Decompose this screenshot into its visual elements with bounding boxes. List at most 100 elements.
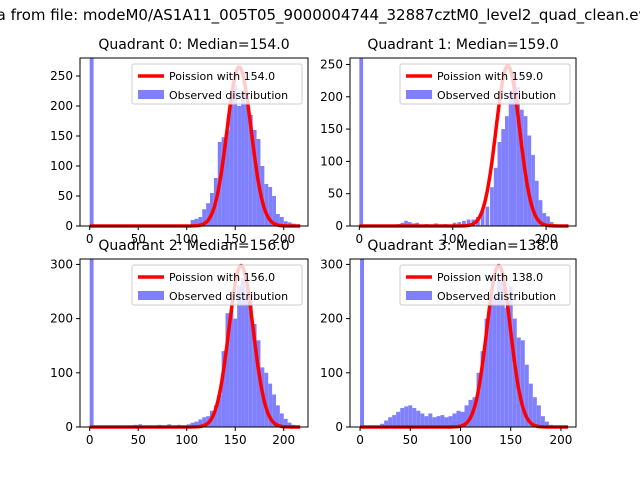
histogram-bar (532, 397, 537, 427)
histogram-bar (538, 200, 543, 226)
legend-box (399, 63, 571, 105)
x-tick-label: 50 (131, 232, 146, 246)
histogram-bar (519, 109, 524, 226)
histogram-bar (416, 410, 421, 427)
histogram-bar (272, 196, 276, 226)
histogram-bar (512, 74, 517, 227)
quadrant-1-title: Quadrant 1: Median=159.0 (367, 37, 558, 53)
legend-label-poisson: Poission with 138.0 (437, 271, 543, 284)
legend-label-observed: Observed distribution (169, 290, 288, 303)
legend-label-poisson: Poission with 156.0 (169, 271, 275, 284)
x-tick-label: 100 (175, 232, 198, 246)
histogram-bar (217, 394, 222, 427)
y-tick-label: 150 (320, 122, 343, 136)
histogram-bar (404, 220, 408, 226)
histogram-bar (287, 422, 292, 427)
histogram-bar (194, 421, 199, 427)
legend-box (131, 63, 303, 105)
histogram-bar (464, 405, 469, 427)
y-tick-label: 300 (50, 257, 73, 271)
y-tick-label: 200 (320, 312, 343, 326)
y-tick-label: 300 (320, 257, 343, 271)
legend-label-observed: Observed distribution (437, 290, 556, 303)
histogram-bar (520, 340, 525, 427)
histogram-bar (221, 137, 226, 226)
y-tick-label: 50 (328, 187, 343, 201)
histogram-bar (536, 405, 541, 427)
histogram-bar (225, 313, 230, 427)
histogram-bar (493, 167, 498, 226)
x-tick-label: 150 (224, 433, 247, 447)
histogram-bar (497, 142, 502, 226)
quadrant-2-title: Quadrant 2: Median=156.0 (98, 238, 289, 254)
histogram-bar (252, 324, 257, 427)
histogram-bar (466, 219, 471, 226)
axes-frame (349, 258, 577, 428)
histogram-bar (198, 419, 203, 427)
x-tick-label: 50 (403, 433, 418, 447)
histogram-bar (392, 415, 397, 427)
quadrant-3-title: Quadrant 3: Median=138.0 (367, 238, 558, 254)
histogram-bar (407, 222, 412, 226)
histogram-bar (252, 130, 257, 226)
histogram-bar (190, 220, 195, 226)
y-tick-label: 100 (50, 159, 73, 173)
histogram-bar (202, 417, 207, 427)
histogram-bar (428, 413, 433, 427)
histogram-bar (237, 286, 242, 427)
histogram-bar (484, 318, 489, 427)
histogram-bar (531, 154, 535, 226)
y-tick-label: 0 (65, 420, 73, 434)
histogram-bar (500, 275, 505, 427)
histogram-bar (527, 135, 532, 226)
histogram-bar (384, 420, 389, 427)
histogram-bar (237, 106, 242, 226)
legend-swatch-observed (138, 90, 164, 99)
histogram-bar (248, 291, 253, 427)
histogram-bar (485, 206, 490, 226)
x-tick-label: 200 (549, 433, 572, 447)
histogram-bar (528, 383, 533, 427)
legend-swatch-observed (138, 291, 164, 300)
histogram-bar (360, 259, 365, 427)
histogram-bar (444, 417, 449, 427)
histogram-bar (504, 307, 509, 427)
y-tick-label: 100 (320, 366, 343, 380)
y-tick-label: 250 (320, 57, 343, 71)
quadrant-2-plot: 0 50 100 150 200 0 100 200 300 Quadrant 2: Median… (50, 238, 309, 447)
legend-label-observed: Observed distribution (169, 89, 288, 102)
histogram-bar (508, 90, 513, 226)
histogram-bar (436, 416, 441, 427)
histogram-bar (480, 351, 485, 427)
histogram-bar (190, 422, 195, 427)
x-tick-label: 0 (356, 232, 364, 246)
histogram-bar (496, 280, 501, 427)
histogram-bar (279, 413, 284, 427)
histogram-bar (404, 406, 409, 427)
histogram-bar (241, 91, 245, 226)
histogram-bar (225, 130, 230, 226)
histogram-bar (476, 372, 481, 427)
histogram-bar (241, 277, 245, 427)
histogram-bar (275, 405, 280, 427)
histogram-bar (287, 222, 292, 226)
y-tick-label: 0 (335, 219, 343, 233)
legend-box (399, 264, 571, 306)
histogram-bar (505, 116, 509, 226)
legend-box (131, 264, 303, 306)
histogram-bar (490, 187, 494, 226)
histogram-bar (424, 416, 429, 427)
x-tick-label: 100 (175, 433, 198, 447)
histogram-bar (202, 209, 207, 226)
x-tick-label: 100 (449, 433, 472, 447)
histogram-bar (448, 416, 453, 427)
histogram-bar (452, 413, 457, 427)
x-tick-label: 100 (441, 232, 464, 246)
histogram-bar (534, 180, 539, 226)
y-tick-label: 200 (50, 99, 73, 113)
histogram-bar (480, 209, 485, 226)
x-tick-label: 150 (499, 433, 522, 447)
quadrant-3-plot: 0 50 100 150 200 0 100 200 300 Quadrant 3: Median… (320, 238, 577, 447)
histogram-bar (244, 296, 249, 427)
